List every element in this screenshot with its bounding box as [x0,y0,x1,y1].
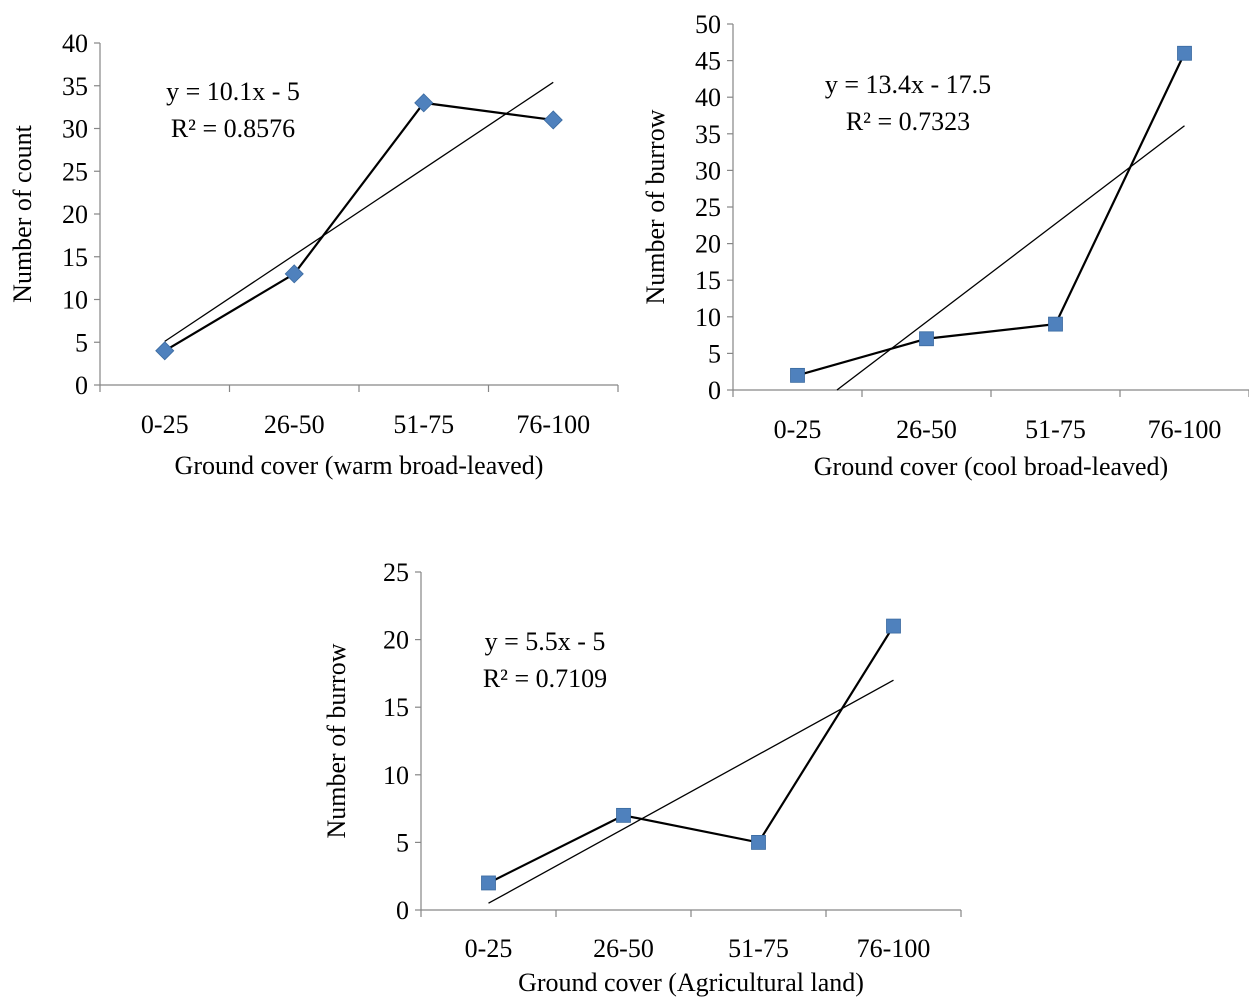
data-point [284,264,304,284]
chart-cool-broad-leaved: 0 5 10 15 20 25 30 35 40 45 50 0-25 26-50 51-75 76-100… [641,10,1249,481]
x-tick-label: 0-25 [465,934,513,963]
x-tick-label: 51-75 [1025,415,1086,444]
y-tick-label: 0 [708,376,721,405]
data-point [886,618,901,634]
y-tick-label: 5 [708,339,721,368]
x-tick-label: 26-50 [896,415,957,444]
y-axis-title: Number of burrow [322,643,351,838]
data-point [414,93,434,113]
y-tick-label: 45 [695,47,721,76]
y-tick-label: 0 [396,896,409,925]
y-tick-label: 15 [62,243,88,272]
data-point [481,875,496,891]
y-tick-label: 20 [62,200,88,229]
data-point [1048,316,1063,332]
r-squared-label: R² = 0.8576 [171,114,295,143]
r-squared-label: R² = 0.7323 [846,107,970,136]
data-point [790,367,805,383]
y-tick-label: 35 [62,72,88,101]
x-axis-title: Ground cover (cool broad-leaved) [814,452,1168,481]
y-tick-label: 25 [62,157,88,186]
y-tick-label: 5 [396,828,409,857]
x-axis-title: Ground cover (Agricultural land) [518,968,864,997]
trendline-equation: y = 10.1x - 5 [166,77,300,106]
data-point [1177,45,1192,61]
y-tick-label: 10 [383,761,409,790]
series-line [164,101,554,352]
x-tick-label: 76-100 [516,410,590,439]
trendline [488,679,894,904]
x-tick-label: 76-100 [857,934,931,963]
x-tick-label: 26-50 [264,410,325,439]
y-tick-label: 15 [383,693,409,722]
y-tick-label: 30 [62,115,88,144]
trendline-equation: y = 5.5x - 5 [485,627,606,656]
x-tick-label: 76-100 [1148,415,1222,444]
chart-warm-broad-leaved: 0 5 10 15 20 25 30 35 40 0-25 26-50 51-75 76-100 Grou… [8,29,619,480]
data-point [751,835,766,850]
trendline-equation: y = 13.4x - 17.5 [825,70,991,99]
data-point [919,331,934,347]
y-tick-label: 40 [695,83,721,112]
y-tick-label: 25 [383,558,409,587]
x-axis-title: Ground cover (warm broad-leaved) [175,451,544,480]
data-point [155,341,175,361]
y-axis-title: Number of burrow [641,109,670,304]
series-line [488,625,895,884]
y-tick-label: 20 [383,626,409,655]
y-tick-label: 15 [695,266,721,295]
y-tick-label: 0 [75,371,88,400]
y-tick-label: 40 [62,29,88,58]
x-tick-label: 26-50 [593,934,654,963]
y-tick-label: 35 [695,120,721,149]
trendline [164,81,554,342]
y-axis-title: Number of count [8,124,37,302]
x-tick-label: 51-75 [393,410,454,439]
series-line [797,52,1186,377]
r-squared-label: R² = 0.7109 [483,664,607,693]
x-tick-label: 51-75 [728,934,789,963]
data-point [616,807,631,823]
y-tick-label: 10 [62,286,88,315]
chart-agricultural-land: 0 5 10 15 20 25 0-25 26-50 51-75 76-100 Ground cov… [322,558,962,997]
x-tick-label: 0-25 [774,415,822,444]
y-tick-label: 30 [695,156,721,185]
y-tick-label: 10 [695,303,721,332]
y-tick-label: 5 [75,328,88,357]
data-point [543,110,563,130]
x-tick-label: 0-25 [141,410,189,439]
y-tick-label: 50 [695,10,721,39]
y-tick-label: 20 [695,230,721,259]
y-tick-label: 25 [695,193,721,222]
trendline [836,125,1185,391]
